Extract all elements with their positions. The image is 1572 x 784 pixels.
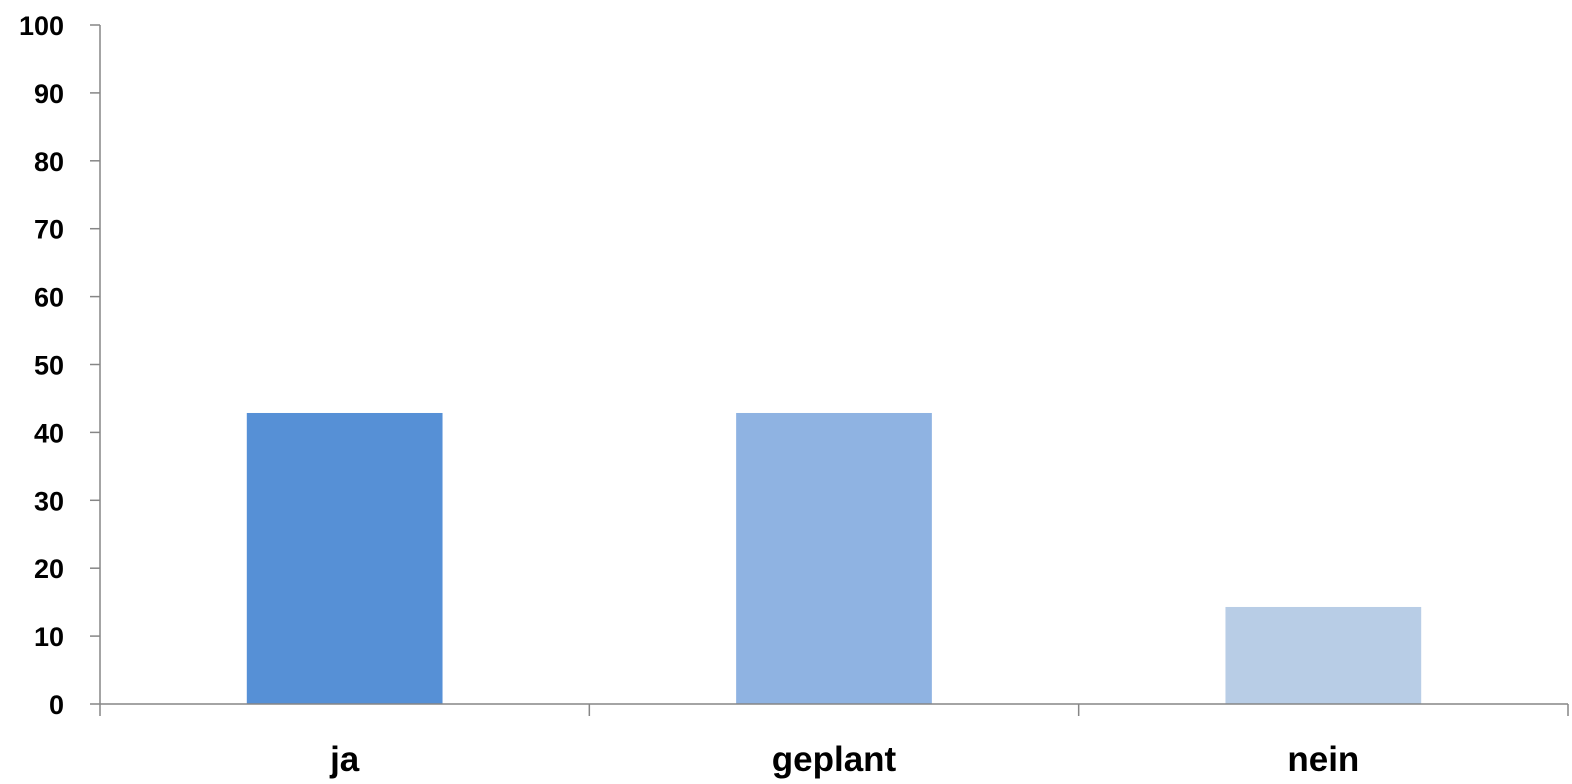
x-tick-label: ja bbox=[329, 740, 360, 779]
y-tick-label: 60 bbox=[34, 283, 64, 313]
x-tick-label: nein bbox=[1287, 740, 1359, 779]
bars-group bbox=[246, 412, 1422, 704]
y-tick-label: 80 bbox=[34, 147, 64, 177]
x-tick-label: geplant bbox=[772, 740, 897, 779]
bar-nein bbox=[1225, 606, 1422, 704]
y-tick-label: 30 bbox=[34, 486, 64, 516]
y-tick-label: 0 bbox=[49, 690, 64, 720]
x-tick-labels: ja geplant nein bbox=[329, 740, 1359, 779]
bar-geplant bbox=[736, 412, 932, 704]
y-tick-label: 20 bbox=[34, 554, 64, 584]
axes-group bbox=[90, 24, 1569, 716]
y-tick-label: 100 bbox=[19, 11, 64, 41]
y-tick-label: 50 bbox=[34, 351, 64, 381]
y-tick-labels: 0 10 20 30 40 50 60 70 80 90 100 bbox=[19, 11, 64, 720]
y-tick-label: 70 bbox=[34, 215, 64, 245]
y-tick-label: 40 bbox=[34, 418, 64, 448]
y-tick-label: 10 bbox=[34, 622, 64, 652]
bar-ja bbox=[246, 412, 443, 704]
y-tick-label: 90 bbox=[34, 79, 64, 109]
